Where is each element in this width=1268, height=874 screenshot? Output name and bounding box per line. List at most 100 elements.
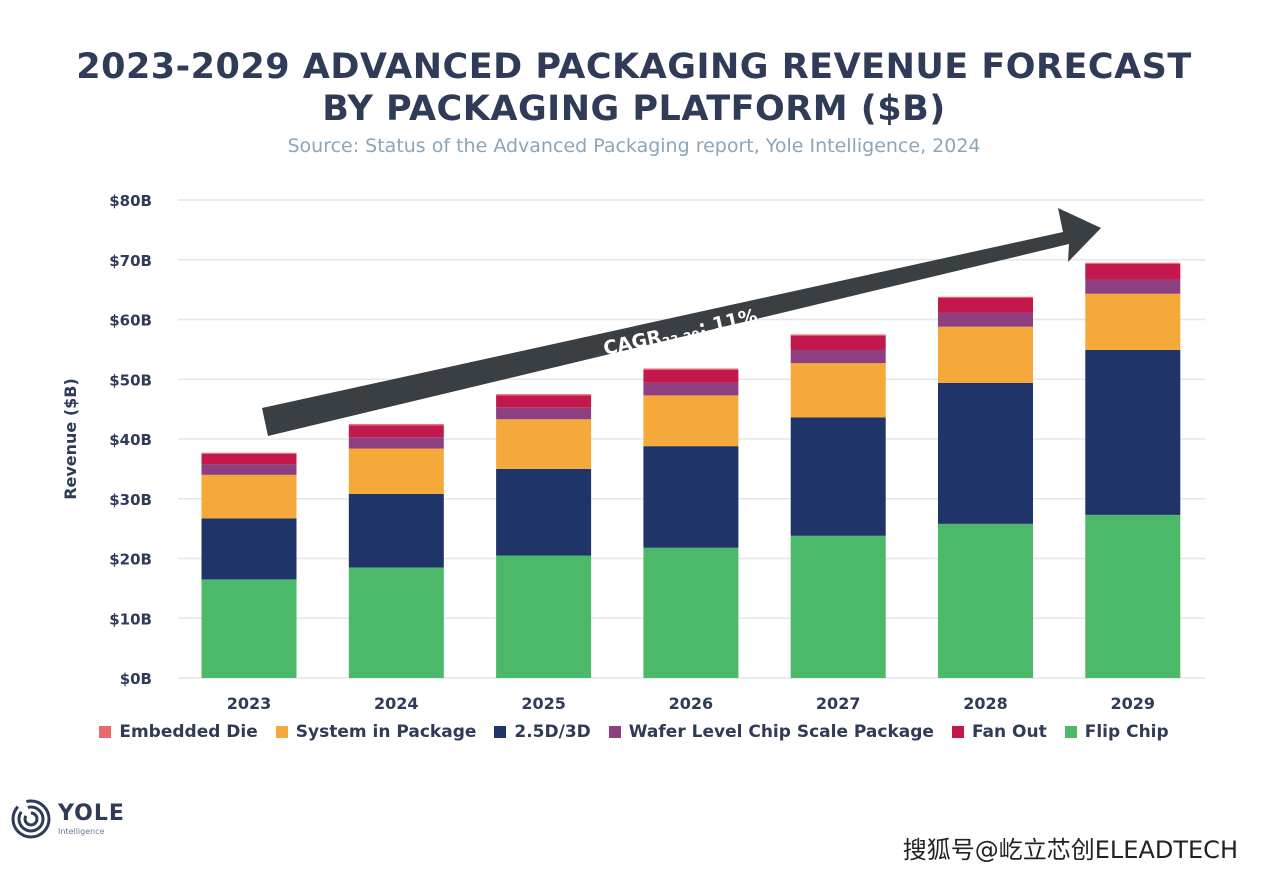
logo-name: YOLE <box>58 800 125 826</box>
legend-label: Fan Out <box>971 722 1047 742</box>
y-tick-label: $60B <box>109 312 152 330</box>
bar-segment-2-5d-3d <box>496 468 592 556</box>
watermark: 搜狐号@屹立芯创ELEADTECH <box>902 836 1238 864</box>
bar-segment-system-in-package <box>201 474 297 519</box>
y-tick-label: $20B <box>109 551 152 569</box>
legend-label: System in Package <box>295 722 477 742</box>
bar-segment-fan-out <box>496 395 592 408</box>
x-axis-ticks: 2023 2024 2025 2026 2027 2028 2029 <box>227 694 1155 713</box>
y-tick-label: $80B <box>109 192 152 210</box>
cagr-arrow-shape <box>262 208 1101 436</box>
bar-segment-embedded-die <box>790 334 886 336</box>
bar-segment-embedded-die <box>348 424 444 426</box>
bar-segment-system-in-package <box>643 395 739 447</box>
y-axis-ticks: $0B $10B $20B $30B $40B $50B $60B $70B $80B <box>109 192 152 688</box>
bar-segment-fan-out <box>643 369 739 383</box>
bar-segment-wafer-level-chip-scale-package <box>938 312 1033 327</box>
bar-segment-embedded-die <box>643 368 739 370</box>
legend-item-embedded-die: Embedded Die <box>99 722 258 742</box>
chart-subtitle: Source: Status of the Advanced Packaging… <box>287 135 981 157</box>
y-tick-label: $70B <box>109 252 152 270</box>
bar-segment-flip-chip <box>348 567 444 678</box>
y-tick-label: $40B <box>109 431 152 449</box>
x-tick-label: 2023 <box>227 694 272 713</box>
legend-swatch <box>99 726 112 738</box>
y-tick-label: $30B <box>109 491 152 509</box>
x-tick-label: 2027 <box>816 694 861 713</box>
bar-segment-2-5d-3d <box>1085 349 1181 515</box>
bar-segment-embedded-die <box>201 452 297 454</box>
legend-label: Embedded Die <box>119 722 258 742</box>
legend-swatch <box>275 726 288 738</box>
legend-item-wlcsp: Wafer Level Chip Scale Package <box>608 722 934 742</box>
bar-segment-embedded-die <box>938 296 1033 298</box>
cagr-value: : 11% <box>696 305 759 339</box>
yole-logo-icon <box>11 799 51 839</box>
bar-segment-2-5d-3d <box>790 417 886 536</box>
legend-swatch <box>608 726 621 738</box>
x-tick-label: 2028 <box>963 694 1008 713</box>
cagr-annotation: CAGR23-29: 11% <box>601 305 759 362</box>
bar-segment-fan-out <box>938 297 1033 313</box>
bar-segment-2-5d-3d <box>201 518 297 580</box>
legend-item-fan-out: Fan Out <box>951 722 1047 742</box>
x-tick-label: 2024 <box>374 694 419 713</box>
bar-segment-wafer-level-chip-scale-package <box>790 349 886 364</box>
logo-subtitle: Intelligence <box>58 826 105 836</box>
bar-stack-2026 <box>643 368 739 678</box>
cagr-label: CAGR <box>601 326 664 360</box>
chart-legend: Embedded Die System in Package 2.5D/3D W… <box>0 722 1268 742</box>
bar-segment-flip-chip <box>643 547 739 678</box>
bar-segment-flip-chip <box>201 579 297 678</box>
bar-segment-wafer-level-chip-scale-package <box>201 464 297 475</box>
legend-item-flip-chip: Flip Chip <box>1064 722 1169 742</box>
bar-stack-2023 <box>201 452 297 678</box>
bar-segment-wafer-level-chip-scale-package <box>1085 279 1181 294</box>
bar-segment-fan-out <box>1085 263 1181 280</box>
bar-stack-2024 <box>348 424 444 678</box>
bar-segment-system-in-package <box>348 448 444 494</box>
bar-segment-system-in-package <box>496 419 592 469</box>
bar-stack-2027 <box>790 334 886 678</box>
legend-swatch <box>494 726 507 738</box>
bar-segment-wafer-level-chip-scale-package <box>348 437 444 449</box>
bar-segment-2-5d-3d <box>938 382 1033 524</box>
bar-segment-system-in-package <box>938 326 1033 383</box>
legend-label: Wafer Level Chip Scale Package <box>628 722 934 742</box>
legend-item-2-5d-3d: 2.5D/3D <box>494 722 591 742</box>
y-tick-label: $0B <box>120 670 152 688</box>
chart-title-line-2: BY PACKAGING PLATFORM ($B) <box>322 89 946 129</box>
bar-segment-embedded-die <box>496 394 592 396</box>
bar-segment-fan-out <box>348 425 444 438</box>
legend-label: 2.5D/3D <box>514 722 591 742</box>
bars <box>201 262 1181 678</box>
x-tick-label: 2026 <box>669 694 714 713</box>
legend-swatch <box>951 726 964 738</box>
bar-segment-system-in-package <box>1085 293 1181 350</box>
bar-segment-2-5d-3d <box>348 493 444 568</box>
y-tick-label: $10B <box>109 610 152 628</box>
y-tick-label: $50B <box>109 371 152 389</box>
y-axis-label: Revenue ($B) <box>61 378 80 500</box>
x-tick-label: 2025 <box>521 694 566 713</box>
bar-segment-flip-chip <box>496 555 592 678</box>
bar-segment-wafer-level-chip-scale-package <box>496 407 592 420</box>
x-tick-label: 2029 <box>1111 694 1156 713</box>
bar-segment-2-5d-3d <box>643 446 739 548</box>
bar-stack-2028 <box>938 296 1033 678</box>
yole-logo: YOLE Intelligence <box>10 794 125 844</box>
bar-segment-fan-out <box>790 335 886 350</box>
bar-segment-system-in-package <box>790 363 886 418</box>
bar-segment-fan-out <box>201 453 297 465</box>
legend-swatch <box>1064 726 1077 738</box>
legend-item-system-in-package: System in Package <box>275 722 477 742</box>
bar-segment-flip-chip <box>790 535 886 678</box>
bar-stack-2025 <box>496 394 592 678</box>
chart-title: 2023-2029 ADVANCED PACKAGING REVENUE FOR… <box>0 46 1268 130</box>
bar-segment-wafer-level-chip-scale-package <box>643 382 739 396</box>
bar-stack-2029 <box>1085 262 1181 678</box>
chart-title-line-1: 2023-2029 ADVANCED PACKAGING REVENUE FOR… <box>76 47 1192 87</box>
legend-label: Flip Chip <box>1084 722 1169 742</box>
bar-segment-embedded-die <box>1085 262 1181 264</box>
